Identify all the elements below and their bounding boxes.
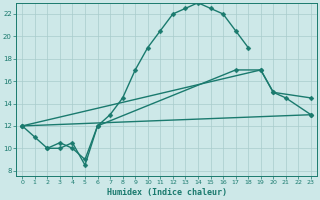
X-axis label: Humidex (Indice chaleur): Humidex (Indice chaleur) [107,188,227,197]
